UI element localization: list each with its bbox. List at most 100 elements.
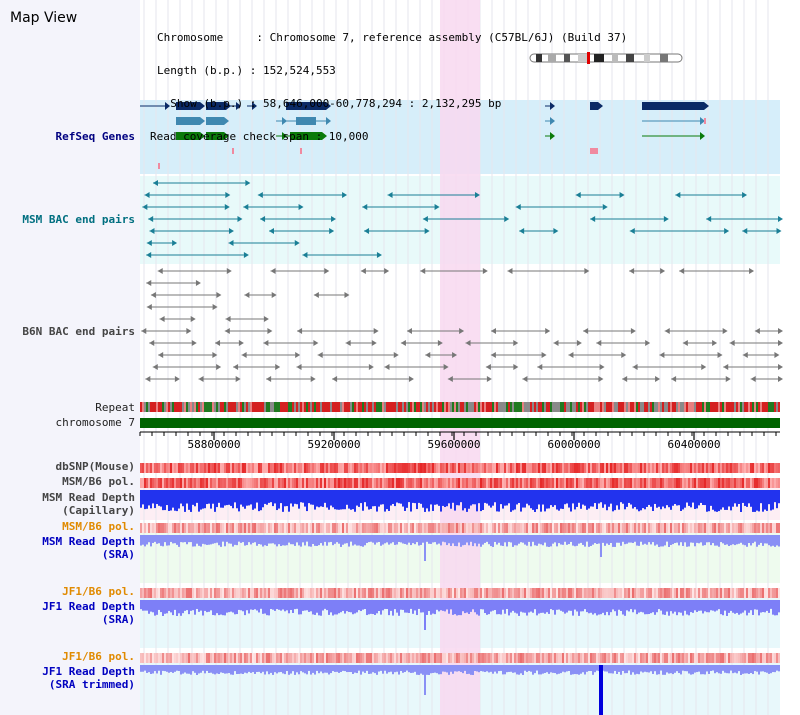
heat-cell (720, 478, 722, 488)
track-label-jf1-b6-pol-2[interactable]: JF1/B6 pol. (62, 650, 135, 663)
depth-bar (622, 600, 624, 615)
heat-cell (220, 463, 222, 473)
heat-cell (386, 478, 388, 488)
heat-cell (382, 588, 384, 598)
depth-bar (370, 490, 372, 509)
bac-end-marker (482, 268, 488, 274)
repeat-segment (370, 402, 372, 412)
heat-cell (752, 478, 754, 488)
depth-bar (496, 535, 498, 545)
track-label-msm-b6-pol-1[interactable]: MSM/B6 pol. (62, 475, 135, 488)
depth-bar (656, 535, 658, 545)
heat-cell (272, 653, 274, 663)
heat-cell (164, 653, 166, 663)
track-label-b6n-bac[interactable]: B6N BAC end pairs (22, 325, 135, 338)
heat-cell (638, 653, 640, 663)
repeat-segment (156, 402, 158, 412)
bac-end-marker (152, 364, 158, 370)
heat-cell (322, 523, 324, 533)
track-label-msm-depth-sra[interactable]: MSM Read Depth (42, 535, 135, 548)
heat-cell (424, 478, 426, 488)
repeat-segment (770, 402, 772, 412)
repeat-segment (228, 402, 230, 412)
track-label-dbsnp[interactable]: dbSNP(Mouse) (55, 460, 135, 473)
heat-cell (286, 523, 288, 533)
heat-cell (534, 588, 536, 598)
heat-cell (544, 523, 546, 533)
heat-cell (408, 478, 410, 488)
heat-cell (180, 653, 182, 663)
track-label-msm-bac[interactable]: MSM BAC end pairs (22, 213, 135, 226)
heat-cell (650, 588, 652, 598)
depth-bar (434, 535, 436, 543)
track-label-repeat[interactable]: Repeat (95, 401, 135, 414)
depth-bar (572, 490, 574, 504)
heat-cell (596, 588, 598, 598)
heat-cell (308, 463, 310, 473)
heat-cell (772, 463, 774, 473)
repeat-segment (590, 402, 592, 412)
repeat-segment (150, 402, 152, 412)
depth-bar (656, 600, 658, 613)
repeat-segment (618, 402, 620, 412)
depth-bar (538, 535, 540, 544)
heat-cell (618, 653, 620, 663)
track-label-jf1-depth-sra[interactable]: JF1 Read Depth (42, 600, 135, 613)
repeat-segment (742, 402, 744, 412)
heat-cell (140, 588, 142, 598)
depth-bar (686, 665, 688, 672)
repeat-segment (700, 402, 702, 412)
depth-bar (652, 490, 654, 511)
depth-bar (486, 535, 488, 542)
depth-bar (254, 490, 256, 509)
gene-arrow (224, 132, 229, 140)
depth-bar (230, 535, 232, 544)
heat-cell (448, 478, 450, 488)
heat-cell (692, 463, 694, 473)
depth-bar (268, 600, 270, 616)
track-label-refseq[interactable]: RefSeq Genes (55, 130, 135, 143)
heat-cell (578, 523, 580, 533)
repeat-segment (402, 402, 404, 412)
heat-cell (344, 463, 346, 473)
heat-cell (356, 463, 358, 473)
track-label-jf1-depth-trimmed[interactable]: JF1 Read Depth (42, 665, 135, 678)
heat-cell (204, 653, 206, 663)
heat-cell (508, 588, 510, 598)
depth-bar (404, 665, 406, 673)
heat-cell (546, 463, 548, 473)
bac-end-marker (452, 352, 458, 358)
depth-bar (428, 535, 430, 544)
heat-cell (600, 523, 602, 533)
heat-cell (192, 653, 194, 663)
heat-cell (306, 463, 308, 473)
heat-cell (180, 478, 182, 488)
heat-cell (376, 588, 378, 598)
track-label-msm-b6-pol-2[interactable]: MSM/B6 pol. (62, 520, 135, 533)
track-label-chromosome[interactable]: chromosome 7 (55, 416, 135, 429)
heat-cell (184, 478, 186, 488)
track-label-msm-depth-capillary[interactable]: MSM Read Depth (42, 491, 135, 504)
depth-bar (332, 535, 334, 546)
depth-bar (362, 665, 364, 672)
depth-bar (410, 600, 412, 609)
depth-bar (252, 665, 254, 673)
heat-cell (528, 523, 530, 533)
track-label-jf1-b6-pol-1[interactable]: JF1/B6 pol. (62, 585, 135, 598)
heat-cell (292, 463, 294, 473)
depth-bar (674, 490, 676, 505)
depth-bar (652, 535, 654, 543)
depth-bar (578, 535, 580, 544)
heat-cell (176, 463, 178, 473)
depth-bar (666, 490, 668, 506)
depth-bar (324, 490, 326, 503)
depth-bar (726, 535, 728, 545)
heat-cell (386, 463, 388, 473)
heat-cell (418, 653, 420, 663)
bac-end-marker (545, 328, 551, 334)
heat-cell (300, 523, 302, 533)
depth-bar (366, 535, 368, 543)
depth-bar (218, 600, 220, 616)
heat-cell (558, 653, 560, 663)
